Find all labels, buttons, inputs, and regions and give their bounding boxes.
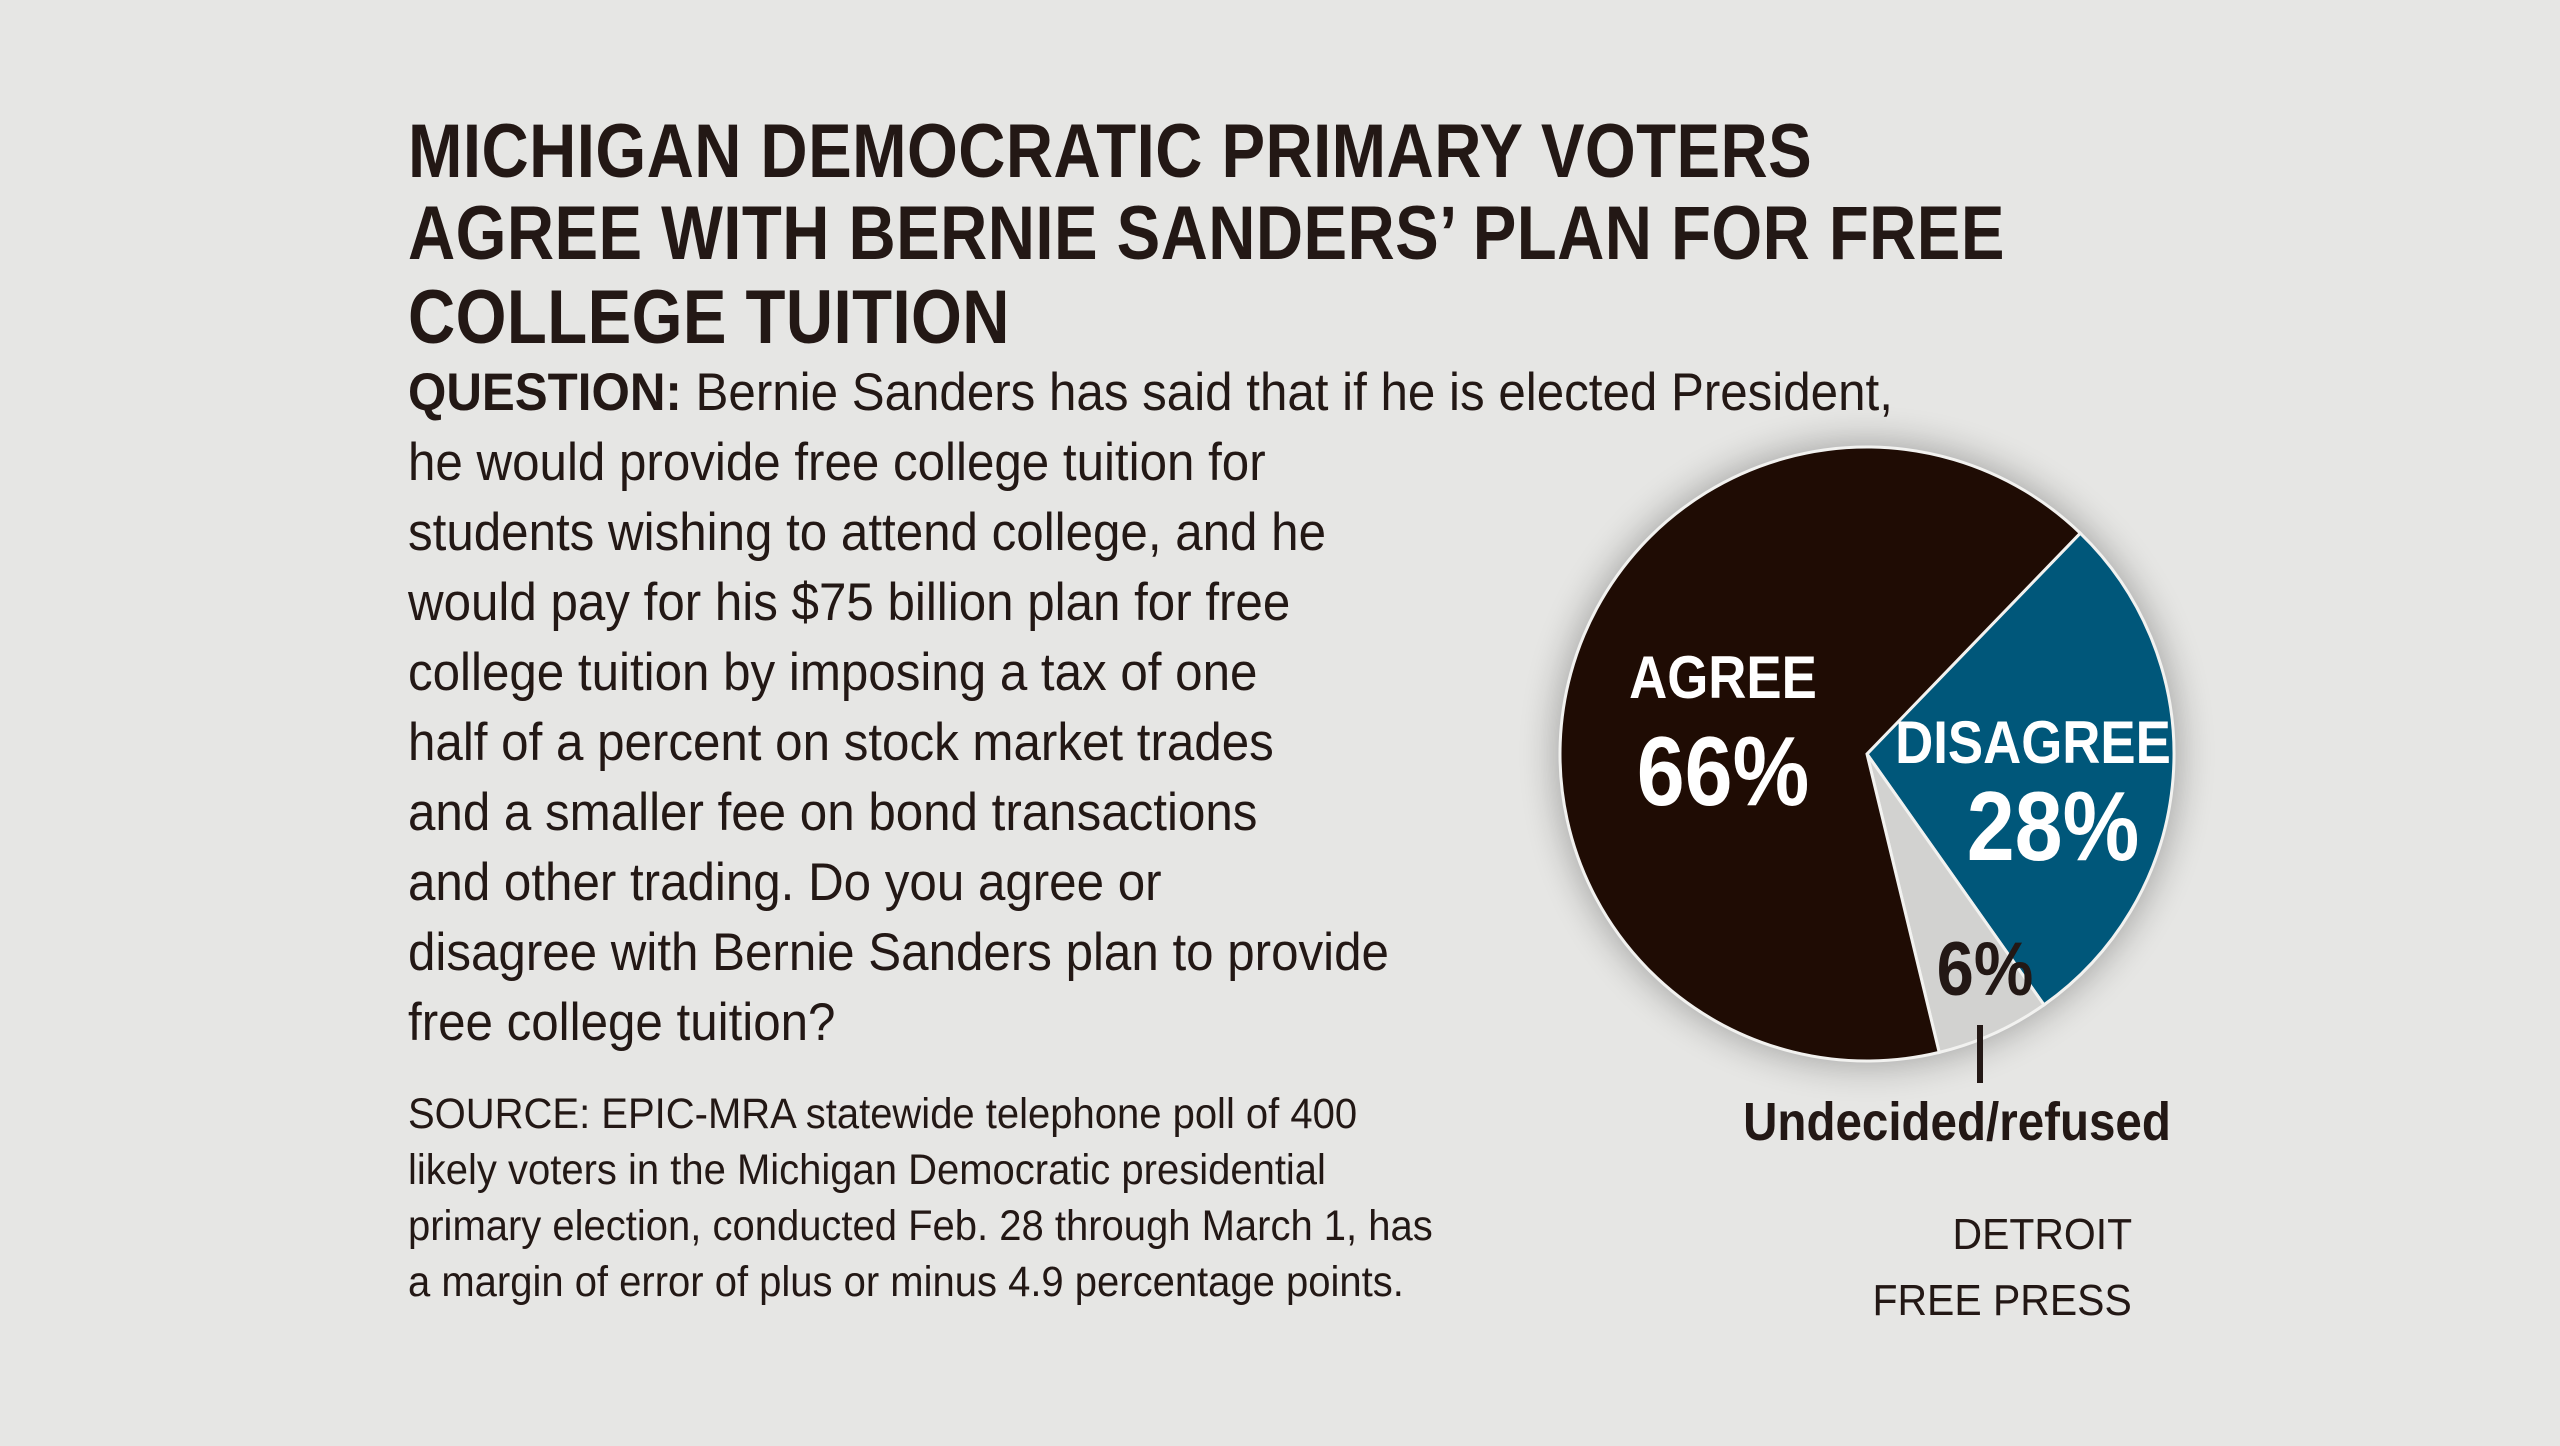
source-line: likely voters in the Michigan Democratic… <box>408 1146 1326 1194</box>
source-line: primary election, conducted Feb. 28 thro… <box>408 1202 1433 1250</box>
question-line: and other trading. Do you agree or <box>408 853 1162 912</box>
title-line: MICHIGAN DEMOCRATIC PRIMARY VOTERS <box>408 109 1813 194</box>
question-line-text: Bernie Sanders has said that if he is el… <box>681 363 1893 422</box>
credit-line: FREE PRESS <box>1872 1276 2132 1325</box>
disagree-label: DISAGREE <box>1895 709 2171 776</box>
agree-label: AGREE <box>1629 644 1817 711</box>
question-line: free college tuition? <box>408 993 836 1052</box>
question-line: and a smaller fee on bond transactions <box>408 783 1258 842</box>
undecided-value-label: 6% <box>1937 927 2034 1012</box>
source-line: SOURCE: EPIC-MRA statewide telephone pol… <box>408 1090 1358 1138</box>
title-line: AGREE WITH BERNIE SANDERS’ PLAN FOR FREE <box>408 191 2005 276</box>
question-line: would pay for his $75 billion plan for f… <box>408 573 1291 632</box>
agree-value-label: 66% <box>1637 716 1810 826</box>
undecided-label: Undecided/refused <box>1743 1091 2171 1152</box>
pie-slice-disagree <box>1865 531 2176 1007</box>
disagree-value-label: 28% <box>1967 771 2140 881</box>
question-line: disagree with Bernie Sanders plan to pro… <box>408 923 1389 982</box>
title-line: COLLEGE TUITION <box>408 275 1010 360</box>
source-line: a margin of error of plus or minus 4.9 p… <box>408 1258 1404 1306</box>
question-line: half of a percent on stock market trades <box>408 713 1274 772</box>
question-line: QUESTION: Bernie Sanders has said that i… <box>408 362 1893 423</box>
question-line: college tuition by imposing a tax of one <box>408 643 1258 702</box>
question-line: he would provide free college tuition fo… <box>408 433 1266 492</box>
question-label: QUESTION: <box>408 363 682 422</box>
credit-line: DETROIT <box>1952 1210 2132 1259</box>
pie-slice-agree <box>1558 445 2083 1063</box>
question-line: students wishing to attend college, and … <box>408 503 1326 562</box>
